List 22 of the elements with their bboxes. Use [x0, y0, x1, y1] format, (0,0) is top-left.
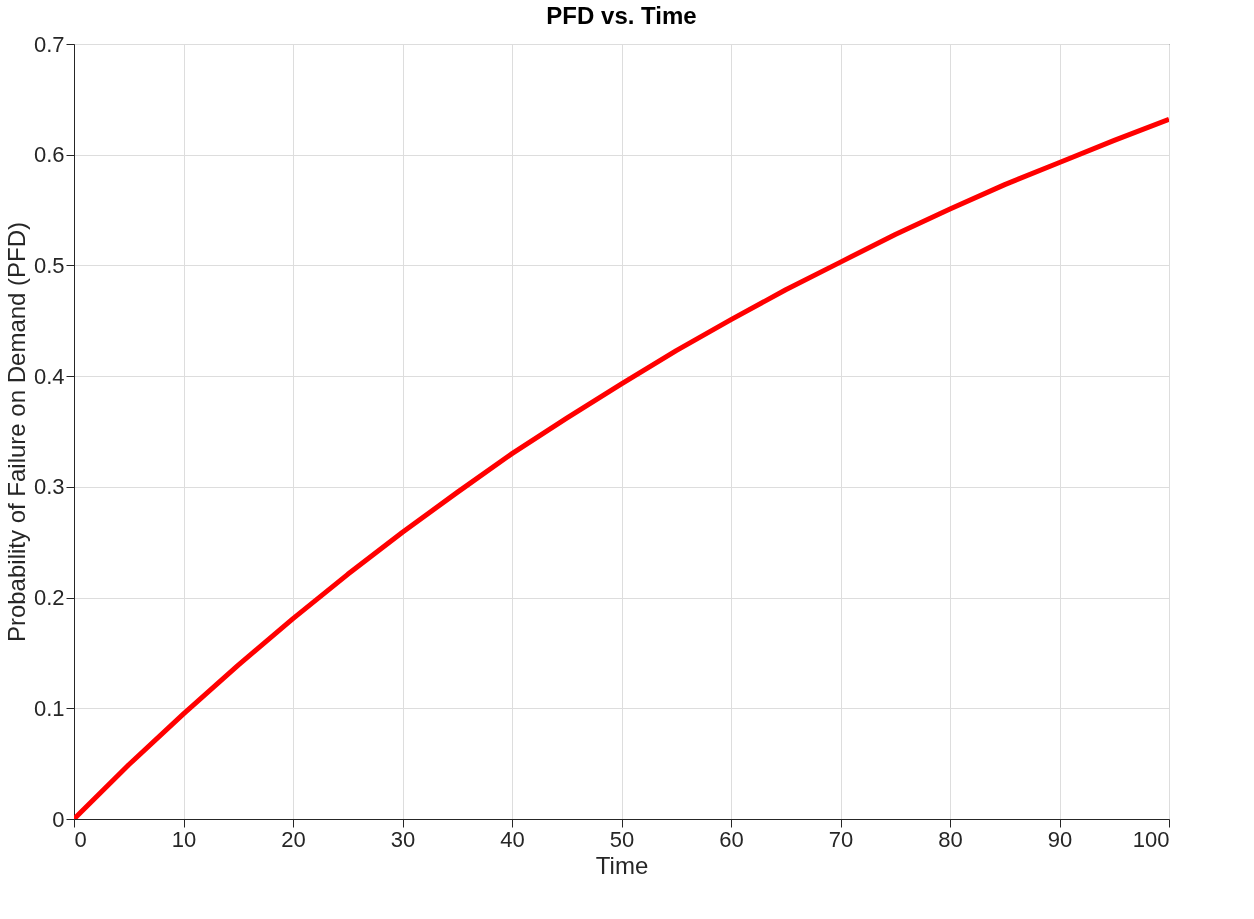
y-tick-label: 0.3 [33, 474, 65, 500]
x-tick-label: 80 [938, 826, 963, 852]
x-tick-label: 60 [719, 826, 744, 852]
x-tick-label: 10 [171, 826, 197, 852]
y-tick-label: 0.5 [33, 252, 65, 278]
x-tick-label: 30 [390, 826, 416, 852]
y-tick-label: 0 [52, 806, 65, 832]
x-tick-label: 40 [500, 826, 525, 852]
x-tick-label: 100 [1132, 826, 1170, 852]
x-tick-label: 20 [281, 826, 306, 852]
y-tick-label: 0.1 [33, 695, 65, 721]
y-axis-title: Probability of Failure on Demand (PFD) [2, 221, 30, 643]
y-tick-label: 0.4 [33, 363, 65, 389]
x-tick-label: 70 [828, 826, 854, 852]
y-tick-label: 0.2 [33, 585, 65, 611]
x-tick-label: 90 [1047, 826, 1073, 852]
x-tick-label: 50 [609, 826, 635, 852]
x-tick-label: 0 [74, 826, 87, 852]
y-tick-label: 0.6 [33, 142, 65, 168]
chart-title: PFD vs. Time [546, 2, 697, 29]
x-axis-title: Time [595, 851, 649, 879]
y-tick-label: 0.7 [33, 31, 65, 57]
